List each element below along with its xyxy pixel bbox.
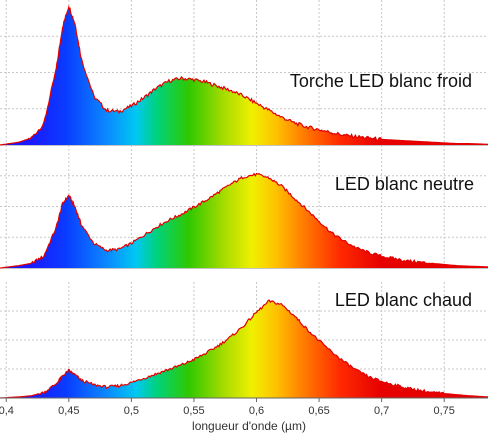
x-axis: 0,4 0,45 0,5 0,55 0,6 0,65 0,7 0,75 [0,397,488,417]
spectrum-panel: Torche LED blanc froid [0,0,488,146]
x-tick-label: 0,5 [124,405,139,417]
panel-title: Torche LED blanc froid [290,71,472,91]
spectrum-area [0,300,488,398]
x-tick-label: 0,75 [433,405,454,417]
spectrum-panel: LED blanc neutre [0,145,488,269]
panel-title: LED blanc chaud [335,290,472,310]
x-tick-label: 0,65 [308,405,329,417]
spectrum-panels: Torche LED blanc froid LED blanc neutre LE… [0,0,488,399]
x-tick-label: 0,4 [0,405,14,417]
spectrum-area [0,173,488,268]
x-tick-label: 0,7 [374,405,389,417]
x-axis-label: longueur d'onde (µm) [192,419,306,433]
spectrum-area [0,7,488,145]
spectrum-outline [0,172,488,269]
spectrum-panel: LED blanc chaud [0,282,488,399]
spectrum-outline [0,4,488,146]
x-tick-label: 0,6 [249,405,264,417]
x-tick-label: 0,45 [58,405,79,417]
spectrum-outline [0,299,488,399]
x-tick-label: 0,55 [183,405,204,417]
panel-title: LED blanc neutre [335,174,474,194]
